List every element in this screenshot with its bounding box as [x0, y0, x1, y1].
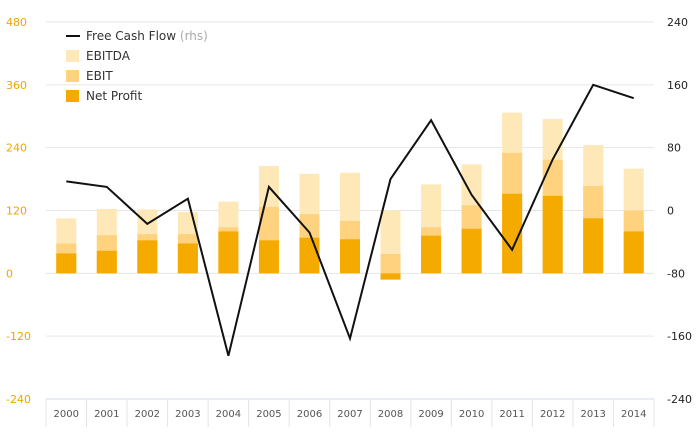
- x-axis-strip: [46, 399, 654, 427]
- y-right-tick-label-3: 0: [667, 205, 674, 218]
- bar-net-profit-2013: [583, 218, 604, 274]
- x-tick-label-2010: 2010: [459, 409, 484, 420]
- y-right-tick-label-2: -80: [667, 267, 685, 280]
- series-line-free-cash-flow: [66, 83, 635, 357]
- x-tick-label-2009: 2009: [418, 409, 443, 420]
- bars: [56, 112, 644, 280]
- legend-swatch-1: [66, 50, 79, 62]
- x-tick-label-2006: 2006: [297, 409, 322, 420]
- y-left-tick-label-2: 0: [6, 267, 13, 280]
- x-tick-label-2007: 2007: [337, 409, 362, 420]
- legend-suffix-0: (rhs): [176, 29, 208, 43]
- bar-net-profit-2011: [502, 193, 523, 274]
- legend-swatch-2: [66, 70, 79, 82]
- x-tick-label-2014: 2014: [621, 409, 646, 420]
- y-left-tick-label-6: 480: [6, 16, 27, 29]
- x-tick-label-2008: 2008: [378, 409, 403, 420]
- bar-net-profit-2003: [177, 243, 198, 274]
- x-tick-label-2011: 2011: [499, 409, 524, 420]
- bar-net-profit-2005: [258, 240, 279, 274]
- bar-net-profit-2010: [461, 228, 482, 274]
- legend-label-2: EBIT: [86, 69, 113, 83]
- y-left-tick-label-0: -240: [6, 393, 31, 406]
- legend-label-0: Free Cash Flow (rhs): [86, 29, 208, 43]
- fcf-line-layer: [66, 83, 635, 357]
- y-right-tick-label-1: -160: [667, 330, 692, 343]
- x-tick-label-2001: 2001: [94, 409, 119, 420]
- x-tick-label-2012: 2012: [540, 409, 565, 420]
- bar-net-profit-2007: [340, 239, 360, 274]
- axes: -240 -120 0 120 240 360 480 -240 -160 -80 0 80 160 24…: [6, 16, 692, 427]
- legend-label-1: EBITDA: [86, 49, 131, 63]
- bar-net-profit-2009: [421, 235, 442, 274]
- legend-swatch-3: [66, 90, 79, 102]
- legend: Free Cash Flow (rhs) EBITDA EBIT Net Profit: [66, 29, 208, 103]
- y-right-tick-label-6: 240: [667, 16, 688, 29]
- x-tick-label-2002: 2002: [135, 409, 160, 420]
- bar-net-profit-2004: [218, 231, 239, 274]
- legend-label-3: Net Profit: [86, 89, 142, 103]
- y-right-tick-label-0: -240: [667, 393, 692, 406]
- bar-net-profit-2002: [137, 240, 158, 274]
- y-left-tick-label-4: 240: [6, 142, 27, 155]
- bar-net-profit-2012: [542, 195, 563, 274]
- bar-net-profit-2000: [56, 253, 77, 274]
- y-right-tick-label-5: 160: [667, 79, 688, 92]
- y-left-tick-label-3: 120: [6, 205, 27, 218]
- bar-net-profit-2008: [380, 273, 401, 280]
- y-right-tick-label-4: 80: [667, 142, 681, 155]
- bar-ebit-2008: [380, 253, 401, 274]
- bar-net-profit-2006: [299, 237, 320, 274]
- bar-net-profit-2014: [623, 231, 644, 274]
- x-tick-label-2013: 2013: [580, 409, 605, 420]
- bar-net-profit-2001: [96, 250, 117, 274]
- x-tick-label-2000: 2000: [54, 409, 79, 420]
- x-tick-label-2004: 2004: [216, 409, 241, 420]
- y-left-tick-label-5: 360: [6, 79, 27, 92]
- x-tick-label-2003: 2003: [175, 409, 200, 420]
- x-tick-label-2005: 2005: [256, 409, 281, 420]
- y-left-tick-label-1: -120: [6, 330, 31, 343]
